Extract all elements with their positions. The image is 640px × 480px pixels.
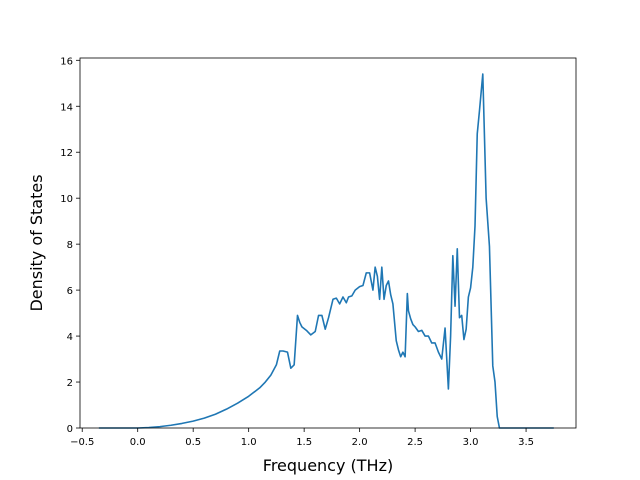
y-tick-label: 0 <box>67 424 73 435</box>
x-tick-label: 2.5 <box>407 437 423 448</box>
plot-area <box>98 73 554 429</box>
y-axis-label: Density of States <box>27 174 46 311</box>
y-tick-label: 16 <box>60 56 73 67</box>
y-tick-label: 12 <box>60 148 73 159</box>
x-axis-label: Frequency (THz) <box>263 456 393 475</box>
x-tick-label: −0.5 <box>70 437 94 448</box>
y-tick-label: 14 <box>60 102 73 113</box>
x-tick-label: 1.5 <box>296 437 312 448</box>
y-tick-label: 8 <box>67 240 73 251</box>
y-tick-label: 6 <box>67 286 73 297</box>
y-axis: 0 2 4 6 8 10 12 14 16 <box>60 56 80 435</box>
axes-frame <box>79 57 577 429</box>
dos-series-line-0 <box>98 73 554 429</box>
x-tick-label: 0.5 <box>185 437 201 448</box>
x-axis: −0.5 0.0 0.5 1.0 1.5 2.0 2.5 3.0 3.5 <box>70 428 534 448</box>
y-tick-label: 10 <box>60 194 73 205</box>
y-tick-label: 2 <box>67 378 73 389</box>
y-tick-label: 4 <box>67 332 73 343</box>
x-tick-label: 1.0 <box>241 437 257 448</box>
x-tick-label: 3.5 <box>518 437 534 448</box>
x-tick-label: 3.0 <box>463 437 479 448</box>
x-tick-label: 2.0 <box>352 437 368 448</box>
x-tick-label: 0.0 <box>130 437 146 448</box>
